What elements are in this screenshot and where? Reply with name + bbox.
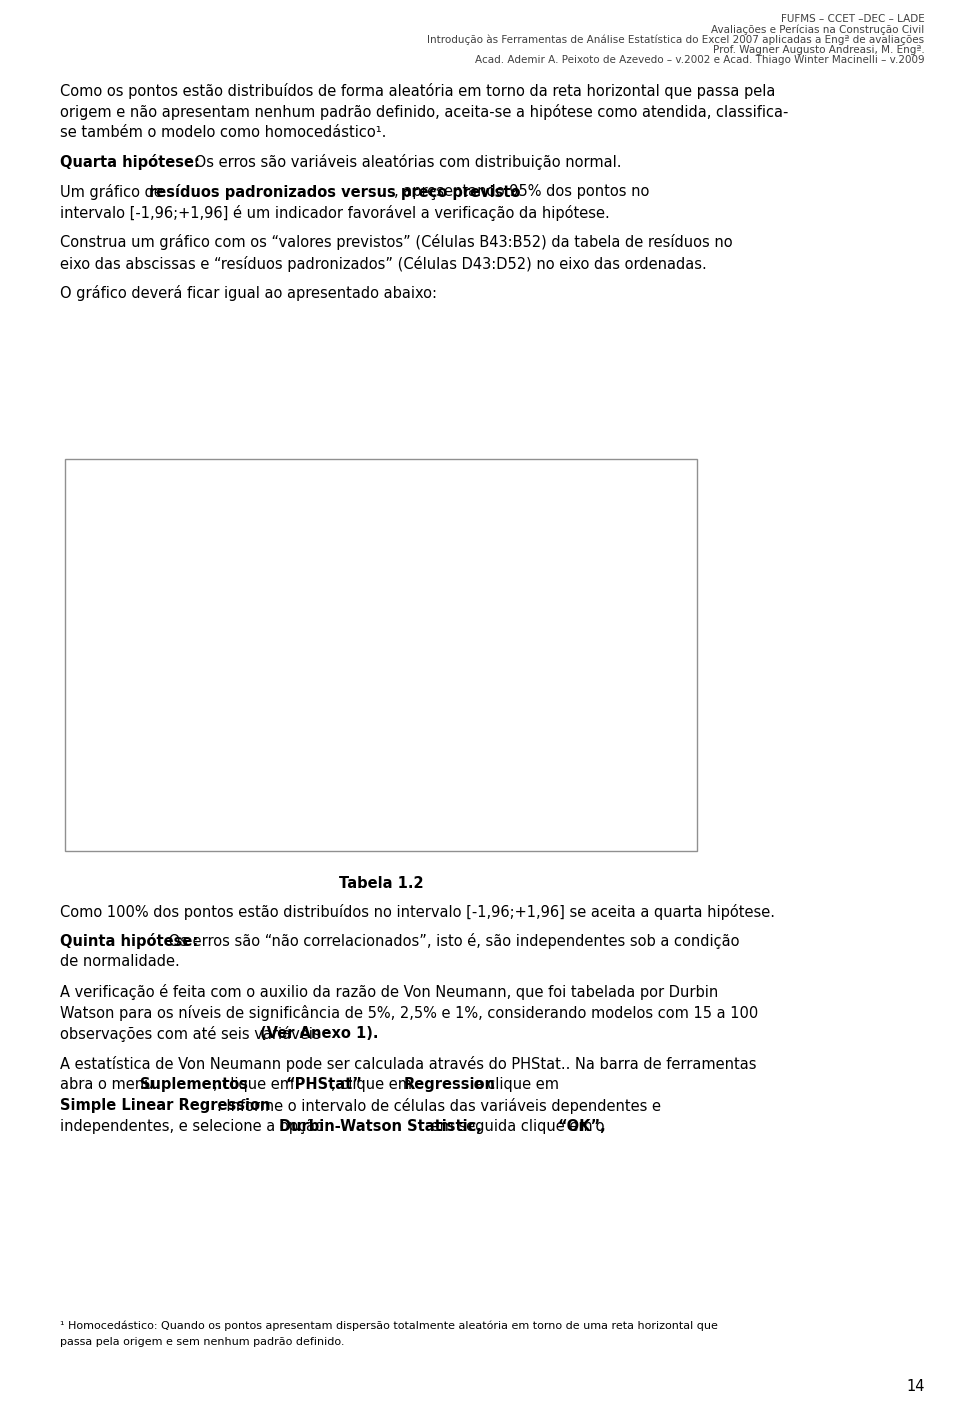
Point: [592, 701, 608, 724]
Text: em seguida clique em: em seguida clique em: [426, 1119, 597, 1134]
Text: ¹ Homocedástico: Quando os pontos apresentam dispersão totalmente aleatória em t: ¹ Homocedástico: Quando os pontos aprese…: [60, 1321, 718, 1331]
Text: Um gráfico de: Um gráfico de: [60, 184, 168, 200]
Point: [165, 675, 180, 698]
Text: Tabela 1.2: Tabela 1.2: [339, 876, 423, 892]
Text: Simple Linear Regression: Simple Linear Regression: [60, 1097, 271, 1113]
Text: abra o menu: abra o menu: [60, 1077, 158, 1092]
X-axis label: Preço Previsto: Preço Previsto: [359, 795, 446, 809]
Text: Regression: Regression: [403, 1077, 495, 1092]
Text: A estatística de Von Neumann pode ser calculada através do PHStat.. Na barra de : A estatística de Von Neumann pode ser ca…: [60, 1056, 757, 1072]
Text: o: o: [591, 1119, 605, 1134]
Text: (Ver Anexo 1).: (Ver Anexo 1).: [260, 1026, 378, 1042]
Text: Os erros são variáveis aleatórias com distribuição normal.: Os erros são variáveis aleatórias com di…: [190, 154, 621, 171]
Text: , apresentando 95% dos pontos no: , apresentando 95% dos pontos no: [394, 184, 649, 200]
Point: [250, 637, 265, 660]
Point: [333, 650, 348, 673]
Text: Quarta hipótese:: Quarta hipótese:: [60, 154, 201, 171]
Text: Avaliações e Perícias na Construção Civil: Avaliações e Perícias na Construção Civi…: [711, 24, 924, 36]
Text: , clique em: , clique em: [213, 1077, 299, 1092]
Point: [495, 533, 511, 556]
Text: Quinta hipótese:: Quinta hipótese:: [60, 933, 199, 949]
Point: [366, 581, 381, 604]
Text: passa pela origem e sem nenhum padrão definido.: passa pela origem e sem nenhum padrão de…: [60, 1337, 345, 1347]
Text: O gráfico deverá ficar igual ao apresentado abaixo:: O gráfico deverá ficar igual ao apresent…: [60, 285, 438, 301]
Text: “PHStat”: “PHStat”: [285, 1077, 362, 1092]
Text: eixo das abscissas e “resíduos padronizados” (Células D43:D52) no eixo das orden: eixo das abscissas e “resíduos padroniza…: [60, 255, 708, 272]
Text: resíduos padronizados versus preço previsto: resíduos padronizados versus preço previ…: [149, 184, 520, 200]
Point: [540, 621, 556, 644]
Text: Durbin-Watson Statistic,: Durbin-Watson Statistic,: [279, 1119, 482, 1134]
Text: Watson para os níveis de significância de 5%, 2,5% e 1%, considerando modelos co: Watson para os níveis de significância d…: [60, 1005, 758, 1022]
Y-axis label: Resíduos Padronizados: Resíduos Padronizados: [82, 573, 94, 715]
Text: Introdução às Ferramentas de Análise Estatística do Excel 2007 aplicadas a Engª : Introdução às Ferramentas de Análise Est…: [427, 34, 924, 46]
Text: Construa um gráfico com os “valores previstos” (Células B43:B52) da tabela de re: Construa um gráfico com os “valores prev…: [60, 235, 733, 251]
Point: [243, 606, 258, 628]
Text: Prof. Wagner Augusto Andreasi, M. Engª.: Prof. Wagner Augusto Andreasi, M. Engª.: [712, 46, 924, 56]
Text: FUFMS – CCET –DEC – LADE: FUFMS – CCET –DEC – LADE: [780, 14, 924, 24]
Text: Os erros são “não correlacionados”, isto é, são independentes sob a condição: Os erros são “não correlacionados”, isto…: [164, 933, 739, 949]
Text: Suplementos: Suplementos: [140, 1077, 248, 1092]
Point: [444, 730, 459, 752]
Text: Como os pontos estão distribuídos de forma aleatória em torno da reta horizontal: Como os pontos estão distribuídos de for…: [60, 83, 776, 98]
Text: Acad. Ademir A. Peixoto de Azevedo – v.2002 e Acad. Thiago Winter Macinelli – v.: Acad. Ademir A. Peixoto de Azevedo – v.2…: [475, 56, 924, 66]
Text: Como 100% dos pontos estão distribuídos no intervalo [-1,96;+1,96] se aceita a q: Como 100% dos pontos estão distribuídos …: [60, 903, 776, 919]
Text: . Informe o intervalo de células das variáveis dependentes e: . Informe o intervalo de células das var…: [217, 1097, 660, 1114]
Text: intervalo [-1,96;+1,96] é um indicador favorável a verificação da hipótese.: intervalo [-1,96;+1,96] é um indicador f…: [60, 205, 611, 221]
Text: independentes, e selecione a opção: independentes, e selecione a opção: [60, 1119, 329, 1134]
Text: se também o modelo como homocedástico¹.: se também o modelo como homocedástico¹.: [60, 125, 387, 140]
Text: “OK”,: “OK”,: [558, 1119, 607, 1134]
Title: Resíduos Padronizados x Preço Previsto: Resíduos Padronizados x Preço Previsto: [183, 492, 622, 512]
Text: e clique em: e clique em: [469, 1077, 560, 1092]
Text: origem e não apresentam nenhum padrão definido, aceita-se a hipótese como atendi: origem e não apresentam nenhum padrão de…: [60, 104, 789, 120]
Text: , clique em: , clique em: [331, 1077, 417, 1092]
Point: [314, 594, 329, 617]
Text: 14: 14: [906, 1378, 924, 1394]
Text: de normalidade.: de normalidade.: [60, 955, 180, 969]
Text: observações com até seis variáveis: observações com até seis variáveis: [60, 1026, 325, 1042]
Text: A verificação é feita com o auxilio da razão de Von Neumann, que foi tabelada po: A verificação é feita com o auxilio da r…: [60, 983, 719, 1000]
